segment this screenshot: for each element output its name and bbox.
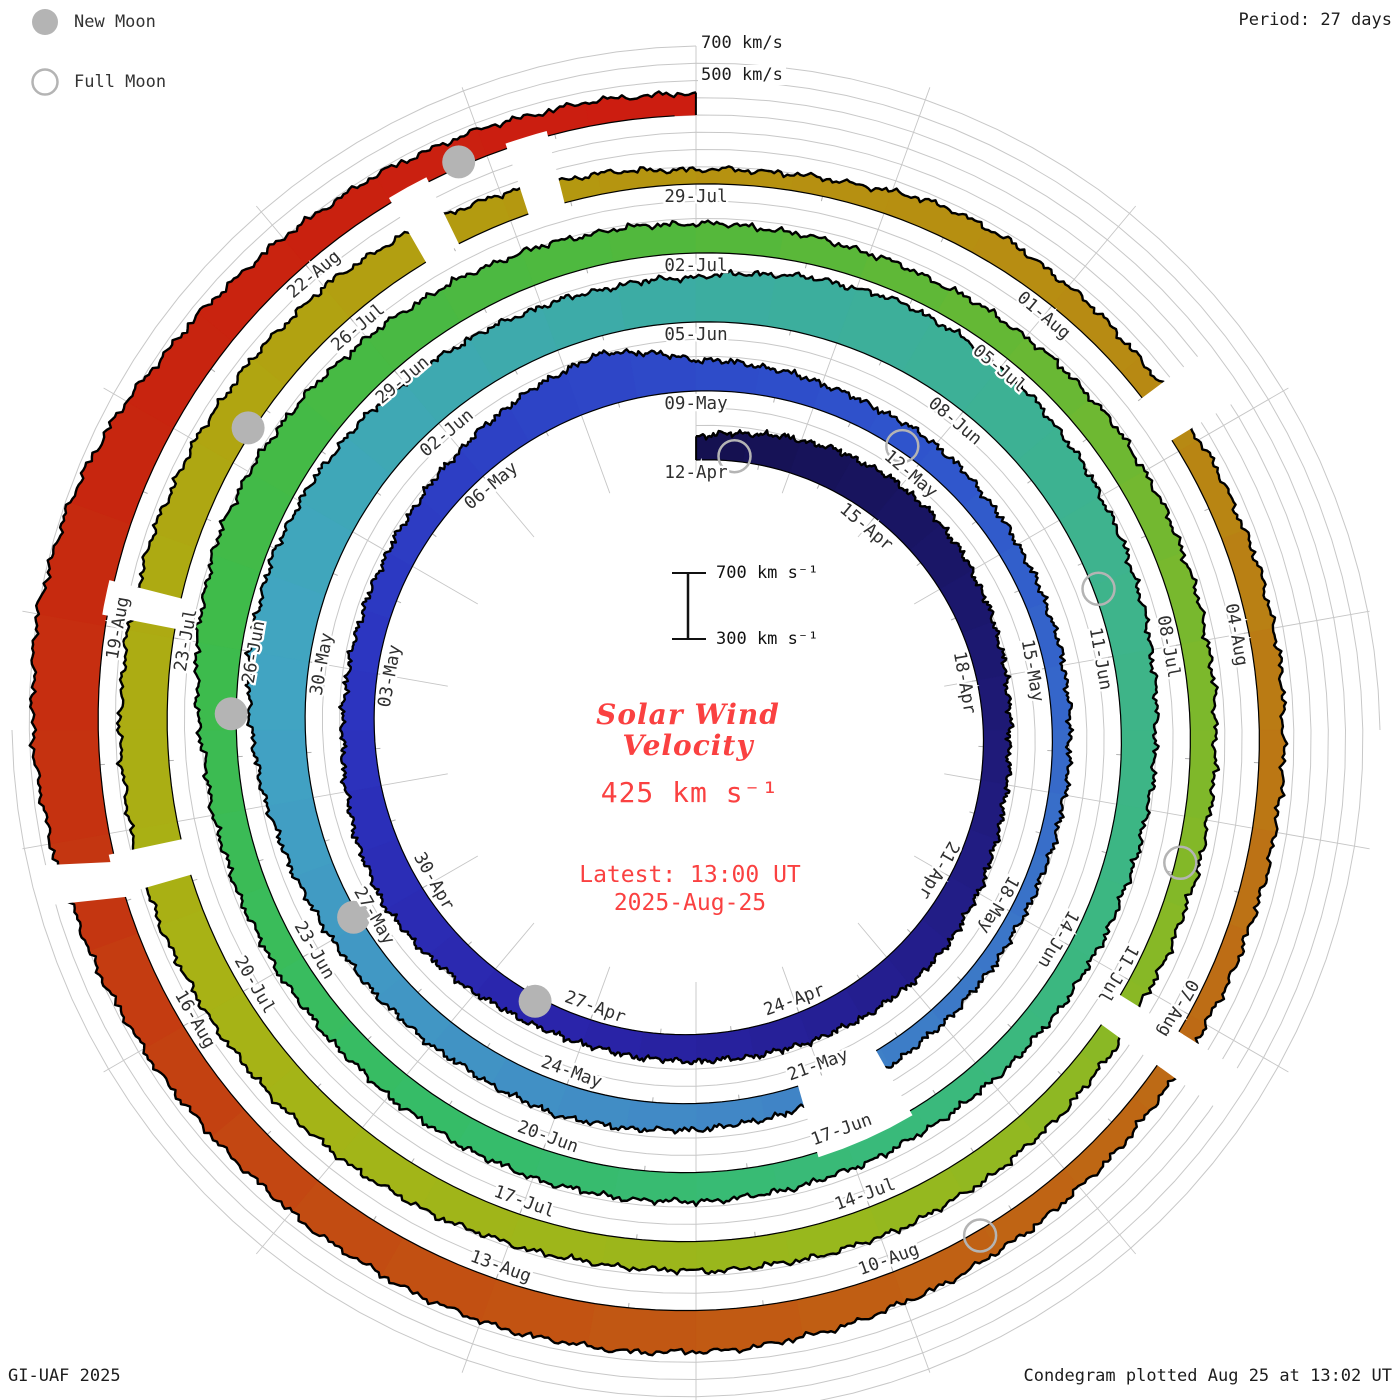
latest-time-line: Latest: 13:00 UT — [579, 862, 801, 888]
latest-date-line: 2025-Aug-25 — [613, 890, 767, 917]
data-gap — [40, 861, 128, 905]
full-moon-marker — [962, 1218, 998, 1253]
chart-title-line1: Solar Wind — [596, 698, 780, 731]
new-moon-marker — [337, 900, 371, 934]
new-moon-marker — [518, 984, 552, 1018]
legend-new-moon-label: New Moon — [74, 12, 156, 32]
period-label: Period: 27 days — [1238, 10, 1392, 30]
plotted-timestamp: Condegram plotted Aug 25 at 13:02 UT — [1023, 1366, 1392, 1386]
full-moon-marker — [1081, 571, 1116, 607]
current-velocity-value: 425 km s⁻¹ — [600, 776, 780, 809]
data-gap — [388, 177, 460, 264]
new-moon-marker — [442, 145, 476, 179]
legend-new-moon: New Moon — [30, 6, 156, 38]
legend-full-moon-label: Full Moon — [74, 72, 167, 92]
date-label: 29-Jul — [664, 187, 727, 207]
outer-scale-700: 700 km/s — [698, 33, 786, 53]
chart-title-line2: Velocity — [622, 729, 754, 763]
velocity-scale-bar — [672, 572, 706, 640]
new-moon-icon — [32, 9, 58, 35]
new-moon-marker — [231, 411, 265, 445]
data-gap — [108, 839, 193, 896]
legend-full-moon: Full Moon — [30, 66, 166, 98]
data-gap — [797, 1049, 913, 1158]
date-label: 02-Jul — [664, 256, 727, 276]
credit-label: GI-UAF 2025 — [8, 1366, 121, 1386]
data-gap — [102, 580, 183, 630]
new-moon-marker — [214, 697, 248, 731]
velocity-trace — [28, 90, 1289, 1357]
data-gaps — [40, 131, 1242, 1158]
full-moon-icon — [31, 68, 59, 96]
scale-bar-top-label: 700 km s⁻¹ — [716, 563, 819, 583]
full-moon-marker — [717, 438, 752, 474]
outer-scale-500: 500 km/s — [698, 65, 786, 85]
date-label: 12-Apr — [664, 463, 727, 483]
full-moon-marker — [1163, 845, 1198, 881]
latest-timestamp: Latest: 13:00 UT 2025-Aug-25 — [579, 861, 801, 917]
full-moon-marker — [885, 428, 920, 464]
date-label: 09-May — [664, 394, 727, 414]
scale-bar-bottom-label: 300 km s⁻¹ — [716, 629, 819, 649]
data-gap — [505, 131, 565, 216]
moon-markers — [214, 145, 1198, 1253]
chart-title: Solar Wind Velocity — [596, 699, 780, 762]
date-label: 05-Jun — [664, 325, 727, 345]
data-gap — [1140, 353, 1236, 442]
data-gap — [1099, 994, 1184, 1069]
data-gap — [1155, 1030, 1242, 1109]
